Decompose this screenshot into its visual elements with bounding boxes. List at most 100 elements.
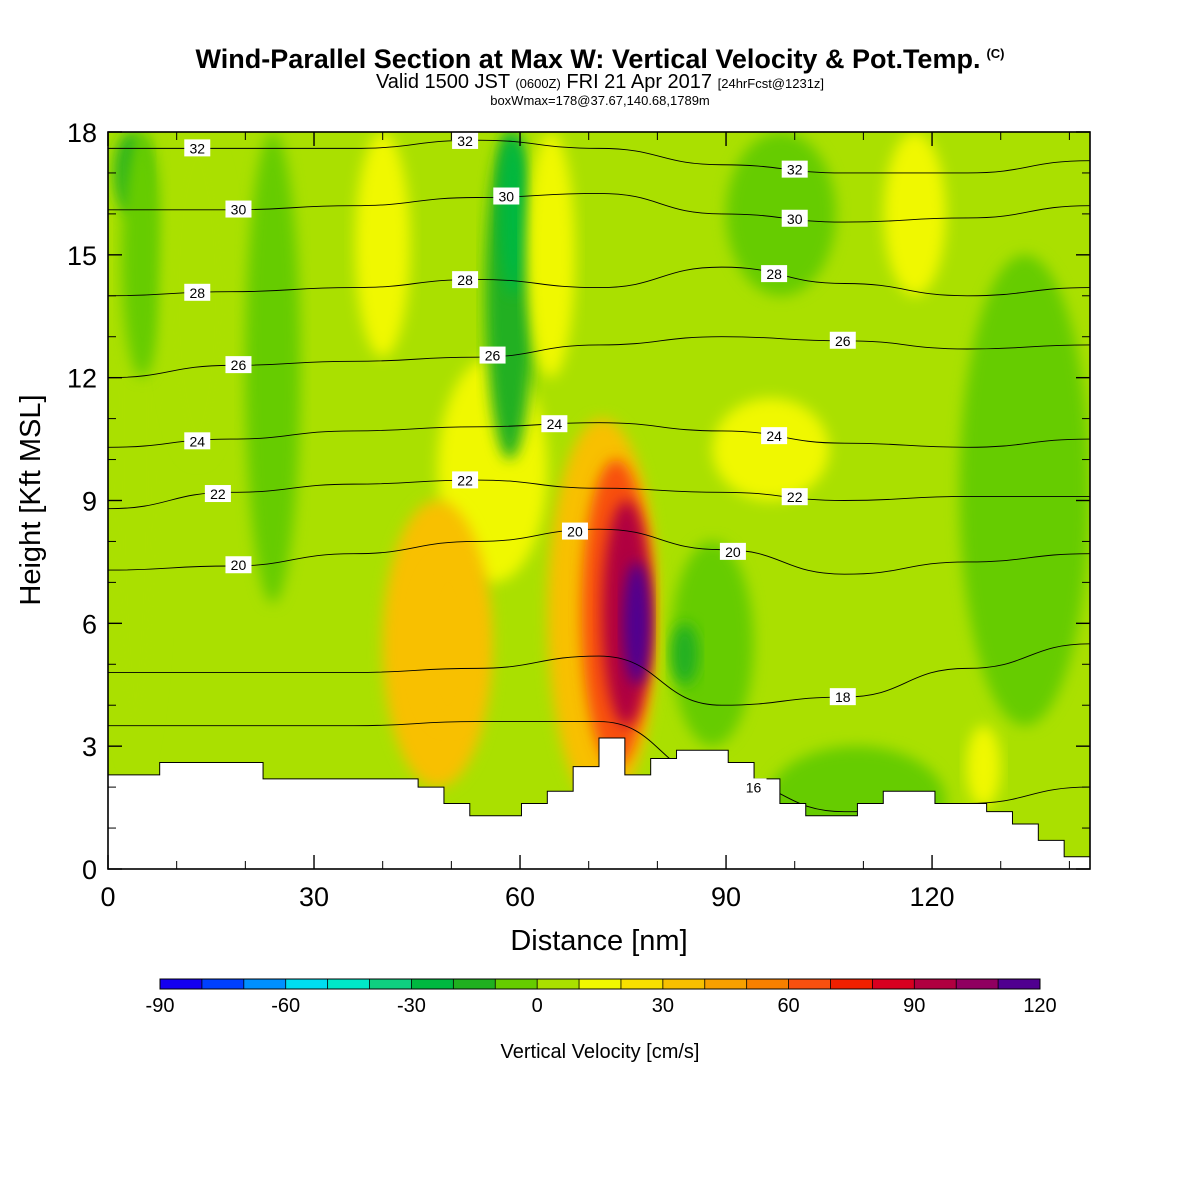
y-tick-label: 0 (82, 855, 97, 885)
contour-label-bg (740, 778, 767, 796)
contour-label: 30 (493, 187, 520, 205)
colorbar-swatch (788, 979, 831, 989)
theta-contour-line (108, 266, 1090, 297)
colorbar-swatch (327, 979, 371, 989)
colorbar-swatch (411, 979, 454, 989)
velocity-cell (671, 541, 754, 747)
contour-label: 30 (781, 209, 808, 227)
contour-label-text: 20 (725, 544, 741, 560)
theta-contour-line (108, 479, 1090, 510)
colorbar-tick-label: -30 (397, 995, 426, 1017)
contour-label-bg (225, 556, 252, 574)
contour-label-text: 26 (835, 333, 851, 349)
x-tick-label: 30 (299, 882, 329, 912)
contour-label-bg (479, 346, 506, 364)
velocity-cell (959, 254, 1090, 726)
velocity-cell (121, 132, 163, 378)
theta-contour-line (108, 139, 1090, 174)
contour-label-text: 30 (231, 202, 247, 218)
x-axis-label: Distance [nm] (510, 925, 687, 957)
chart-title: Wind-Parallel Section at Max W: Vertical… (0, 44, 1200, 75)
contour-label: 26 (829, 331, 856, 349)
y-tick-label: 3 (82, 732, 97, 762)
forecast-info: [24hrFcst@1231z] (717, 76, 825, 91)
contour-label-bg (719, 542, 746, 560)
contour-label-text: 18 (835, 689, 851, 705)
colorbar-frame (159, 978, 1041, 990)
colorbar-swatch (998, 979, 1041, 989)
contour-label-text: 22 (210, 486, 226, 502)
contour-label: 32 (184, 139, 211, 157)
contour-label-text: 20 (231, 557, 247, 573)
colorbar-title: Vertical Velocity [cm/s] (501, 1041, 700, 1063)
y-tick-label: 15 (67, 241, 97, 271)
contour-label-bg (829, 331, 856, 349)
theta-contour-line (108, 336, 1090, 379)
velocity-cell (623, 561, 651, 685)
contour-label-bg (452, 471, 479, 489)
colorbar-swatch (620, 979, 664, 989)
contour-label: 32 (781, 160, 808, 178)
contour-label-bg (493, 187, 520, 205)
x-tick-label: 120 (910, 882, 955, 912)
contour-label-text: 16 (746, 779, 762, 795)
contour-label-bg (452, 131, 479, 149)
velocity-cell (966, 725, 1001, 808)
contour-label: 28 (761, 265, 788, 283)
contour-label-text: 28 (189, 285, 205, 301)
contour-label-text: 24 (766, 428, 782, 444)
contour-label-text: 28 (457, 272, 473, 288)
contour-label-bg (184, 139, 211, 157)
contour-label: 20 (561, 522, 588, 540)
contour-label: 28 (184, 283, 211, 301)
contour-label-text: 22 (787, 489, 803, 505)
contour-label-text: 30 (499, 189, 515, 205)
contour-label-text: 26 (485, 348, 501, 364)
velocity-cell (499, 132, 527, 296)
y-tick-label: 18 (67, 118, 97, 148)
axis-ticks (107, 131, 1090, 870)
contour-label-bg (761, 265, 788, 283)
colorbar-swatch (537, 979, 580, 989)
contour-label-text: 26 (231, 357, 247, 373)
contour-label-text: 28 (766, 266, 782, 282)
contour-label: 20 (719, 542, 746, 560)
y-axis-label: Height [Kft MSL] (15, 394, 47, 605)
valid-utc: (0600Z) (515, 76, 561, 91)
colorbar-swatch (243, 979, 287, 989)
contour-labels: 32 32 32 30 30 30 28 28 28 26 26 26 24 24 24 22 22 22 20 20… (184, 131, 856, 796)
colorbar-swatch (160, 979, 203, 989)
velocity-cell (417, 561, 479, 726)
contour-label-bg (184, 283, 211, 301)
contour-label: 24 (541, 415, 568, 433)
theta-contour-line (108, 422, 1090, 448)
colorbar-swatch (704, 979, 748, 989)
contour-label: 26 (479, 346, 506, 364)
contour-label-bg (541, 415, 568, 433)
colorbar-tick-label: 90 (903, 995, 925, 1017)
theta-contour-line (108, 643, 1090, 706)
contour-label-bg (204, 485, 231, 503)
colorbar-swatch (872, 979, 915, 989)
contour-label-text: 24 (189, 433, 205, 449)
box-wmax-line: boxWmax=178@37.67,140.68,1789m (490, 93, 710, 108)
chart-title-text: Wind-Parallel Section at Max W: Vertical… (195, 44, 981, 74)
colorbar-swatch (579, 979, 622, 989)
contour-label: 20 (225, 556, 252, 574)
contour-label-bg (781, 209, 808, 227)
contour-label-text: 22 (457, 472, 473, 488)
terrain-profile (107, 737, 1091, 870)
y-tick-label: 9 (82, 487, 97, 517)
terrain (107, 737, 1091, 870)
colorbar-swatch (285, 979, 329, 989)
contour-label: 22 (781, 488, 808, 506)
contour-label: 16 (740, 778, 767, 796)
contour-label-text: 32 (787, 162, 803, 178)
contour-label-bg (452, 271, 479, 289)
valid-prefix: Valid 1500 JST (375, 71, 510, 93)
contour-label: 24 (761, 427, 788, 445)
colorbar-swatch (746, 979, 790, 989)
colorbar-tick-label: 60 (777, 995, 799, 1017)
contour-label-bg (781, 488, 808, 506)
